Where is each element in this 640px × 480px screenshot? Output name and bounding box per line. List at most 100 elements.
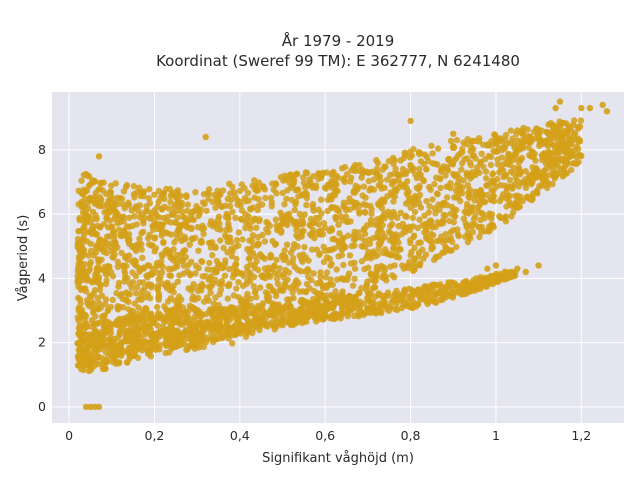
data-point [173, 230, 180, 237]
data-point [291, 241, 298, 248]
data-point [253, 182, 260, 190]
data-point [384, 176, 391, 183]
scatter-points [74, 98, 611, 411]
data-point [192, 234, 199, 241]
data-point [122, 333, 130, 340]
data-point [209, 252, 216, 259]
data-point [532, 165, 540, 172]
data-point [316, 251, 323, 259]
data-point [226, 202, 234, 210]
data-point [290, 254, 297, 262]
data-point [464, 238, 472, 246]
data-point [201, 200, 208, 208]
data-point [156, 221, 163, 228]
data-point [540, 151, 547, 159]
data-point [359, 169, 366, 176]
data-point [92, 249, 100, 256]
data-point [365, 296, 372, 303]
data-point [358, 285, 365, 292]
data-point [450, 227, 457, 234]
data-point [184, 207, 191, 215]
data-point [80, 171, 88, 179]
data-point [528, 181, 535, 188]
data-point [566, 153, 573, 160]
data-point [116, 359, 123, 366]
data-point [221, 272, 229, 279]
data-point [425, 290, 433, 297]
x-tick-label: 1,2 [571, 428, 591, 443]
data-point [175, 198, 182, 205]
data-point [197, 319, 204, 326]
data-point [387, 263, 394, 270]
data-point [273, 256, 280, 264]
data-point [369, 285, 376, 292]
data-point [399, 171, 406, 178]
data-point [340, 176, 347, 184]
data-point [133, 330, 140, 337]
data-point [213, 257, 220, 265]
data-point [234, 307, 241, 315]
data-point [233, 255, 240, 263]
data-point [380, 296, 387, 303]
data-point [343, 218, 351, 225]
data-point [300, 318, 307, 326]
data-point [428, 142, 435, 149]
data-point [431, 205, 438, 212]
data-point [351, 275, 358, 282]
data-point [333, 187, 340, 194]
data-point [438, 168, 445, 175]
data-point [165, 298, 172, 305]
data-point [540, 172, 548, 180]
data-point [99, 187, 107, 194]
data-point [188, 321, 195, 328]
data-point [501, 172, 509, 180]
data-point [184, 268, 191, 275]
data-point [313, 246, 320, 253]
data-point [415, 149, 423, 156]
data-point [270, 321, 277, 328]
data-point [131, 213, 138, 220]
data-point [333, 205, 341, 212]
data-point [360, 183, 368, 190]
data-point [422, 251, 430, 258]
data-point [356, 161, 363, 169]
data-point [116, 341, 124, 348]
data-point [453, 243, 460, 251]
data-point [490, 198, 498, 205]
data-point [167, 198, 174, 206]
data-point [290, 282, 297, 289]
data-point [335, 221, 342, 228]
data-point [102, 296, 110, 303]
data-point [393, 253, 400, 261]
data-point [415, 239, 422, 246]
data-point [91, 286, 99, 294]
data-point [237, 202, 244, 209]
data-point [116, 194, 124, 202]
data-point [488, 187, 495, 194]
data-point [183, 192, 190, 199]
data-point [489, 141, 496, 148]
data-point [253, 187, 261, 194]
data-point [141, 331, 148, 338]
data-point [224, 295, 231, 302]
data-point [75, 346, 83, 354]
data-point [195, 247, 202, 254]
data-point [281, 172, 288, 179]
data-point [271, 241, 279, 248]
data-point [412, 171, 419, 178]
data-point [313, 280, 320, 287]
data-point [81, 261, 88, 268]
data-point [151, 191, 158, 198]
data-point [468, 221, 476, 228]
data-point [329, 193, 336, 200]
data-point [95, 279, 102, 286]
data-point [262, 194, 269, 202]
data-point [284, 221, 291, 229]
data-point [510, 170, 517, 177]
data-point [325, 246, 333, 254]
data-point [287, 249, 295, 256]
data-point [356, 208, 363, 215]
data-point [267, 194, 275, 202]
data-point [318, 302, 325, 309]
data-point [247, 225, 254, 232]
